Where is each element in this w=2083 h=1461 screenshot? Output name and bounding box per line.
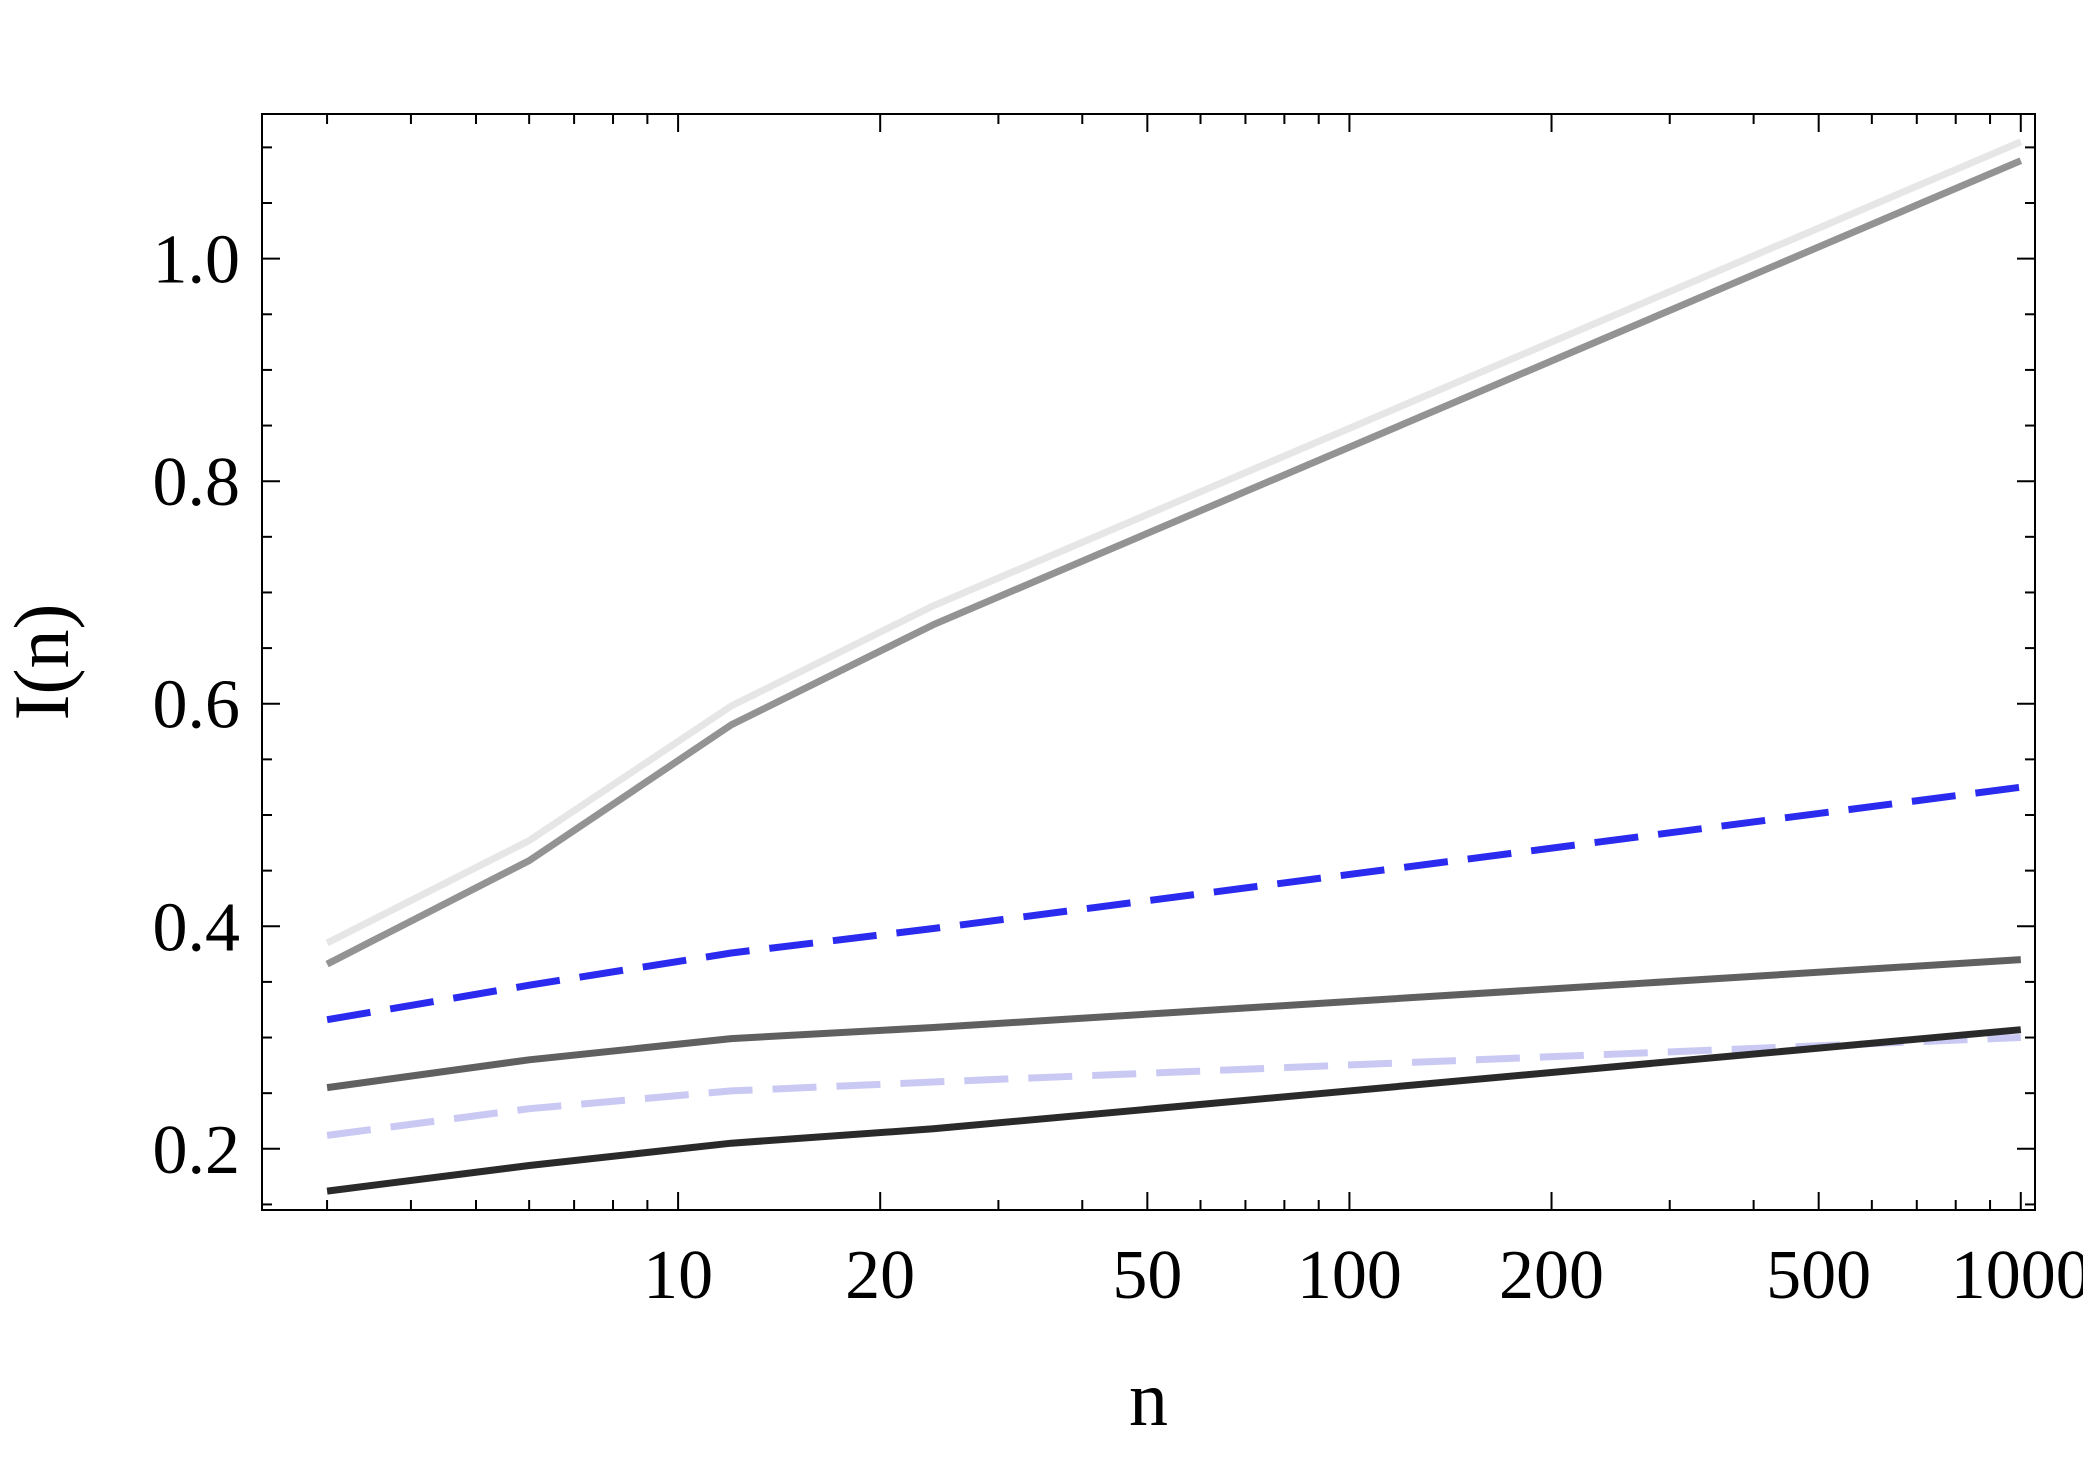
- series-line-6: [326, 1026, 2022, 1195]
- series-line-2: [325, 157, 2023, 968]
- x-axis-title: n: [1129, 1355, 1168, 1442]
- x-tick-label: 1000: [1951, 1237, 2083, 1314]
- y-tick-label: 1.0: [153, 222, 241, 299]
- y-tick-label: 0.8: [153, 444, 241, 521]
- tick-layer: [262, 114, 2035, 1210]
- x-tick-label: 500: [1766, 1237, 1871, 1314]
- x-tick-label: 20: [845, 1237, 915, 1314]
- y-tick-label: 0.2: [153, 1112, 241, 1189]
- y-axis-title: I(n): [0, 604, 85, 721]
- series-line-3: [326, 783, 2022, 1024]
- plot-frame: [261, 113, 2036, 1211]
- y-tick-label: 0.4: [153, 889, 241, 966]
- x-tick-label: 50: [1112, 1237, 1182, 1314]
- x-tick-label: 100: [1297, 1237, 1402, 1314]
- y-tick-label: 0.6: [153, 667, 241, 744]
- x-tick-label: 200: [1499, 1237, 1604, 1314]
- label-layer: 10 20 50 100 200 500 1000 0.2 0.4 0.6 0.8 1.0: [153, 222, 2083, 1314]
- series-line-4: [326, 956, 2022, 1092]
- series-layer: [325, 138, 2023, 1195]
- series-line-5: [326, 1034, 2021, 1139]
- series-line-1: [325, 138, 2023, 947]
- x-tick-label: 10: [643, 1237, 713, 1314]
